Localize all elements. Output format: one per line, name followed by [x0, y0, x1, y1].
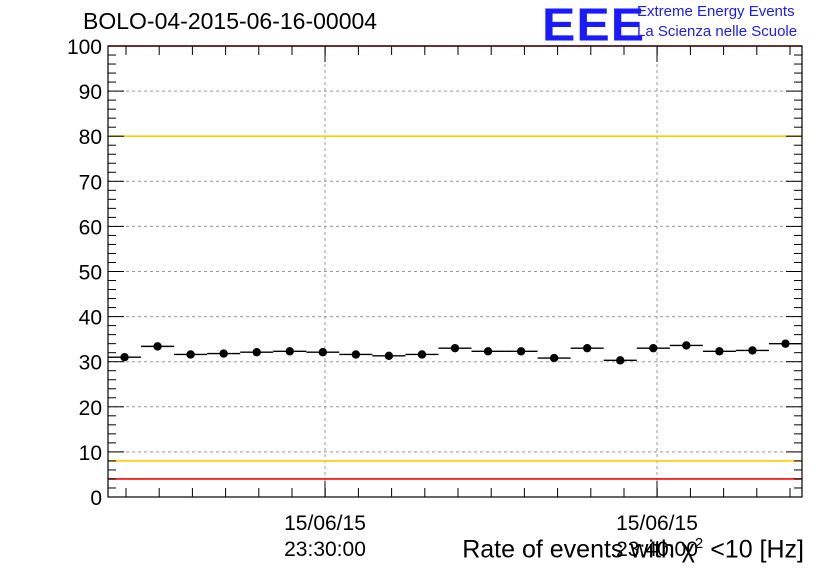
y-tick-label: 30 — [79, 352, 102, 375]
data-points — [108, 339, 802, 365]
x-tick-labels: 15/06/15 23:30:00 15/06/15 23:40:00 — [284, 512, 698, 561]
x-tick-time: 23:40:00 — [616, 538, 698, 561]
data-point — [417, 350, 427, 359]
data-point — [351, 350, 361, 359]
grid — [108, 46, 802, 497]
y-tick-label: 60 — [79, 216, 102, 239]
data-point — [252, 348, 261, 357]
y-tick-label: 100 — [67, 36, 102, 59]
data-point — [715, 347, 724, 356]
data-point — [748, 346, 757, 355]
data-point — [516, 347, 526, 356]
axes — [107, 45, 803, 498]
data-point — [219, 349, 228, 358]
x-tick-time: 23:30:00 — [284, 538, 366, 561]
data-point — [682, 341, 691, 350]
chart-title: BOLO-04-2015-06-16-00004 — [83, 8, 378, 34]
data-point — [384, 351, 394, 361]
y-tick-label: 80 — [79, 126, 102, 149]
x-tick-date: 15/06/15 — [616, 512, 698, 535]
data-point — [153, 342, 162, 351]
data-point — [450, 343, 460, 353]
x-axis-title: Rate of events with χ2 <10 [Hz] — [462, 535, 804, 564]
logo-caption-line2: La Scienza nelle Scuole — [637, 23, 798, 40]
data-point — [781, 339, 790, 348]
data-point — [318, 348, 328, 357]
data-point — [285, 347, 294, 356]
data-point — [186, 350, 195, 359]
y-tick-label: 0 — [90, 487, 102, 510]
y-tick-label: 70 — [79, 171, 102, 194]
reference-lines — [108, 45, 802, 480]
y-tick-label: 90 — [79, 81, 102, 104]
data-point — [549, 353, 559, 363]
y-tick-label: 20 — [79, 397, 102, 420]
x-tick-date: 15/06/15 — [284, 512, 366, 535]
data-point — [616, 356, 625, 365]
data-point — [120, 352, 129, 362]
y-tick-label: 50 — [79, 262, 102, 285]
x-axis-title-prefix: Rate of events with — [462, 535, 682, 564]
data-point — [483, 347, 493, 356]
x-axis-title-sup: 2 — [694, 535, 704, 552]
x-axis-title-suffix: <10 [Hz] — [703, 535, 804, 564]
y-tick-labels: 0 10 20 30 40 50 60 70 80 90 100 — [67, 36, 102, 510]
data-point — [582, 343, 592, 353]
data-point — [649, 343, 658, 353]
y-tick-label: 10 — [79, 442, 102, 465]
x-axis-title-symbol: χ — [681, 535, 695, 564]
logo-caption-line1: Extreme Energy Events — [637, 3, 795, 20]
eee-logo: EEE — [542, 0, 646, 51]
y-tick-label: 40 — [79, 307, 102, 330]
